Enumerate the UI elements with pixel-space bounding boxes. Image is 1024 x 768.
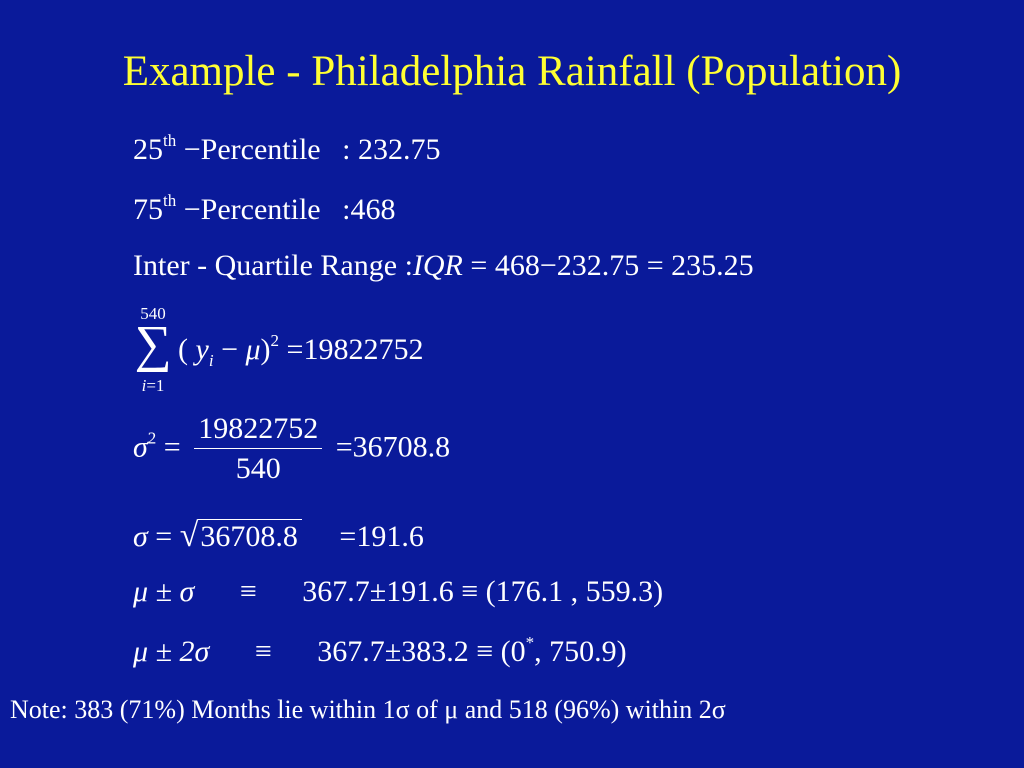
percentile-25-line: 25th −Percentile : 232.75: [133, 130, 440, 170]
sum-lower-eq: =1: [146, 376, 165, 395]
p75-number: 75: [133, 193, 163, 226]
variance-numerator: 19822752: [194, 410, 323, 449]
interval2-result-open: (0: [500, 635, 526, 668]
iqr-colon: :: [404, 249, 413, 282]
variance-fraction: 19822752 540: [194, 410, 323, 489]
variance-eq1: =: [163, 430, 181, 464]
iqr-eq2: =: [646, 249, 664, 282]
p25-colon: :: [342, 133, 351, 166]
variance-sigma: σ: [133, 430, 148, 464]
interval1-result: (176.1 , 559.3): [485, 575, 664, 608]
variance-denominator: 540: [235, 452, 281, 485]
sd-line: σ = √36708.8 =191.6: [133, 516, 424, 557]
sum-sign: ∑: [134, 316, 172, 373]
interval1-equiv1: ≡: [239, 575, 257, 608]
iqr-eq1: =: [470, 249, 488, 282]
sd-result: 191.6: [356, 520, 424, 553]
p75-sup: th: [163, 191, 177, 210]
sum-result: 19822752: [303, 333, 424, 366]
sd-eq2: =: [339, 520, 357, 553]
variance-line: σ2 = 19822752 540 =36708.8: [133, 410, 450, 489]
iqr-result: 235.25: [671, 249, 754, 282]
p75-value: 468: [350, 193, 396, 226]
variance-result: 36708.8: [352, 430, 451, 464]
interval2-equiv1: ≡: [254, 635, 272, 668]
p75-colon: :: [342, 193, 351, 226]
p75-label: Percentile: [200, 193, 321, 226]
interval2-lhs: μ ± 2σ: [133, 635, 210, 668]
sum-upper-limit: 540: [140, 304, 166, 323]
iqr-line: Inter - Quartile Range :IQR = 468−232.75…: [133, 246, 754, 286]
iqr-symbol: IQR: [412, 249, 463, 282]
sum-eq: =: [286, 333, 304, 366]
sum-open-paren: (: [178, 333, 188, 366]
interval1-equiv2: ≡: [461, 575, 479, 608]
slide-title: Example - Philadelphia Rainfall (Populat…: [122, 48, 902, 95]
p75-dash: −: [183, 193, 201, 226]
sd-radicand: 36708.8: [198, 519, 302, 553]
interval1-lhs: μ ± σ: [133, 575, 195, 608]
interval-1sigma-line: μ ± σ ≡ 367.7±191.6 ≡ (176.1 , 559.3): [133, 572, 663, 612]
interval2-expr: 367.7±383.2: [317, 635, 469, 668]
variance-exp: 2: [147, 428, 157, 448]
sum-squares-line: ( yi − μ)2 =19822752: [178, 330, 423, 370]
variance-eq2: =: [335, 430, 353, 464]
sum-y: y: [195, 333, 209, 366]
p25-value: 232.75: [357, 133, 441, 166]
sd-eq1: =: [155, 520, 173, 553]
interval2-result-close: , 750.9): [534, 635, 627, 668]
interval2-equiv2: ≡: [476, 635, 494, 668]
sum-close-paren: ): [260, 333, 271, 366]
sum-exp: 2: [270, 331, 280, 350]
sum-lower-limit: i=1: [133, 377, 173, 395]
iqr-expr: 468−232.75: [494, 249, 640, 282]
percentile-75-line: 75th −Percentile :468: [133, 190, 395, 230]
sqrt-sign: √: [179, 517, 199, 554]
note-text: Note: 383 (71%) Months lie within 1σ of …: [10, 695, 726, 724]
p25-number: 25: [133, 133, 163, 166]
sum-minus: −: [221, 333, 238, 366]
sd-sigma: σ: [133, 520, 148, 553]
interval-2sigma-line: μ ± 2σ ≡ 367.7±383.2 ≡ (0*, 750.9): [133, 632, 627, 672]
sd-sqrt: √36708.8: [180, 516, 302, 557]
p25-dash: −: [183, 133, 201, 166]
interval2-star: *: [525, 633, 535, 652]
interval1-expr: 367.7±191.6: [302, 575, 454, 608]
iqr-label: Inter - Quartile Range: [133, 249, 398, 282]
sum-y-sub: i: [208, 351, 214, 370]
sum-lower-var: i: [141, 376, 147, 395]
p25-sup: th: [163, 131, 177, 150]
summation-symbol-block: 540 ∑ i=1: [133, 305, 173, 395]
sum-mu: μ: [245, 333, 261, 366]
p25-label: Percentile: [200, 133, 321, 166]
